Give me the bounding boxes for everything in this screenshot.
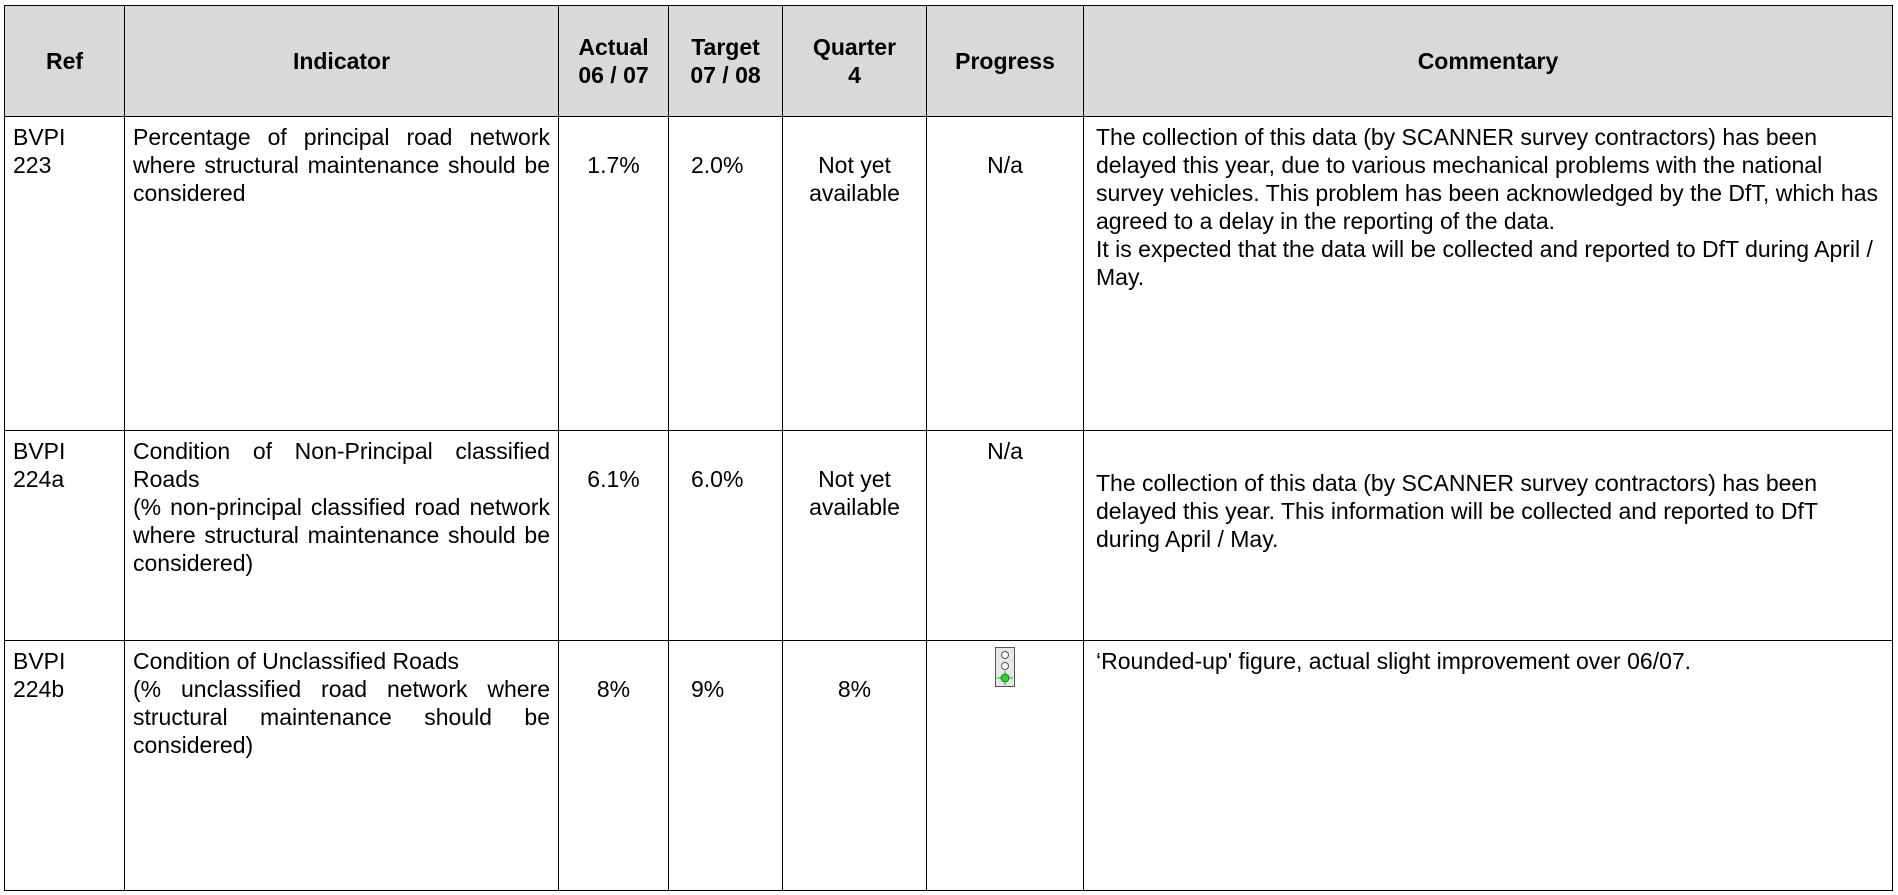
indicator: Percentage of principal road network whe… [124, 116, 559, 431]
target: 9% [668, 640, 783, 891]
header-cell: Actual 06 / 07 [558, 5, 669, 117]
paragraph: It is expected that the data will be col… [1096, 236, 1873, 290]
quarter: 8% [782, 640, 927, 891]
indicator: Condition of Non-Principal classified Ro… [124, 430, 559, 641]
header-cell: Quarter 4 [782, 5, 927, 117]
row: BVPI 224b Condition of Unclassified Road… [4, 640, 1893, 891]
ref: BVPI 224b [4, 640, 125, 891]
header-cell: Commentary [1083, 5, 1893, 117]
actual: 1.7% [558, 116, 669, 431]
header-cell: Ref [4, 5, 125, 117]
row: BVPI 224a Condition of Non-Principal cla… [4, 430, 1893, 641]
ref: BVPI 224a [4, 430, 125, 641]
progress: N/a [926, 430, 1084, 641]
quarter: Not yet available [782, 116, 927, 431]
target: 2.0% [668, 116, 783, 431]
ref: BVPI 223 [4, 116, 125, 431]
header-row: Ref Indicator Actual 06 / 07 Target 07 /… [4, 5, 1893, 117]
quarter: Not yet available [782, 430, 927, 641]
progress: N/a [926, 116, 1084, 431]
header-cell: Progress [926, 5, 1084, 117]
header-cell: Indicator [124, 5, 559, 117]
indicator: Condition of Unclassified Roads (% unclas… [124, 640, 559, 891]
header-cell: Target 07 / 08 [668, 5, 783, 117]
row: BVPI 223 Percentage of principal road ne… [4, 116, 1893, 431]
paragraph: The collection of this data (by SCANNER … [1096, 124, 1878, 234]
commentary: The collection of this data (by SCANNER … [1083, 430, 1893, 641]
target: 6.0% [668, 430, 783, 641]
actual: 8% [558, 640, 669, 891]
commentary: ‘Rounded-up' figure, actual slight impro… [1083, 640, 1893, 891]
table: Ref Indicator Actual 06 / 07 Target 07 /… [4, 5, 1893, 891]
commentary: The collection of this data (by SCANNER … [1083, 116, 1893, 431]
progress [926, 640, 1084, 891]
traffic-light-icon [995, 647, 1015, 687]
actual: 6.1% [558, 430, 669, 641]
